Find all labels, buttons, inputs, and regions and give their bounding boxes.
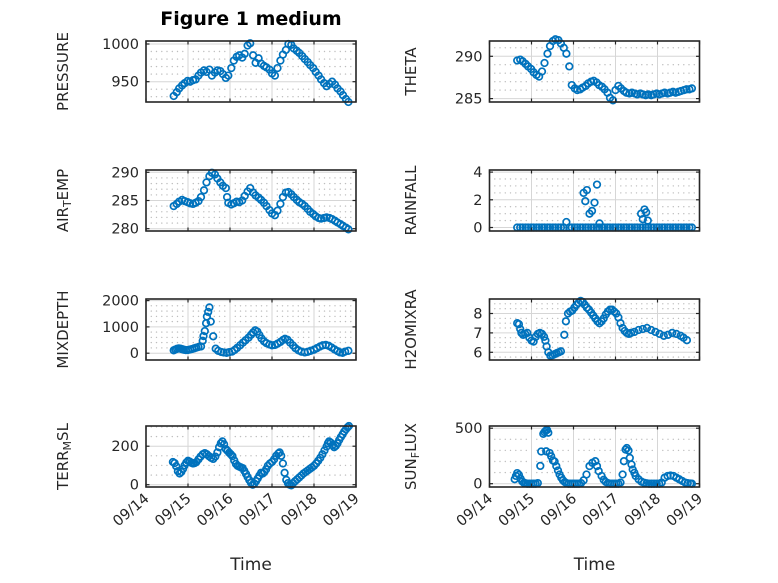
- y-tick-label: 0: [130, 478, 139, 494]
- y-tick-label: 2000: [102, 294, 139, 310]
- tick-marks: [145, 170, 357, 231]
- tick-marks: [145, 426, 357, 487]
- x-tick-label: 09/17: [580, 491, 622, 530]
- x-tick-label: 09/14: [454, 491, 496, 530]
- scatter-markers: [169, 168, 353, 234]
- x-tick-label: 09/19: [320, 491, 362, 530]
- subplot-theta: 285 290 THETA: [402, 35, 701, 108]
- y-axis-label-rainfall: RAINFALL: [402, 165, 420, 236]
- tick-marks: [145, 41, 357, 102]
- y-tick-label: 7: [473, 326, 482, 342]
- y-tick-label: 1000: [102, 320, 139, 336]
- y-tick-label: 4: [473, 165, 482, 181]
- y-tick-label: 285: [111, 194, 139, 210]
- y-tick-label: 285: [455, 92, 483, 108]
- x-tick-label: 09/16: [194, 491, 236, 530]
- axes-box: [145, 298, 357, 361]
- y-tick-label: 1000: [102, 37, 139, 53]
- x-tick-label: 09/19: [664, 491, 706, 530]
- y-axis-label-air-temp: AIRTEMP: [54, 169, 74, 232]
- y-axis-label-mixdepth: MIXDEPTH: [54, 290, 72, 368]
- tick-marks: [488, 299, 701, 360]
- y-axis-label-theta: THETA: [402, 47, 420, 97]
- y-axis-label-h2omixra: H2OMIXRA: [402, 289, 420, 370]
- minor-grid: [150, 177, 352, 224]
- subplot-h2omixra: 6 7 8 H2OMIXRA: [402, 289, 701, 370]
- subplot-sun-flux: 0 500 SUNFLUX 09/14 09/15 09/16 09/17 09/18 09/1…: [402, 421, 706, 575]
- scatter-markers: [168, 421, 354, 490]
- tick-marks: [488, 426, 701, 487]
- tick-marks: [145, 299, 357, 360]
- x-axis-label: Time: [229, 555, 272, 575]
- y-tick-label: 2: [473, 193, 482, 209]
- y-axis-label-sun-flux: SUNFLUX: [402, 423, 422, 490]
- x-tick-label: 09/18: [278, 491, 320, 530]
- scatter-markers: [513, 296, 692, 360]
- y-tick-label: 280: [111, 222, 139, 238]
- y-tick-label: 6: [473, 345, 482, 361]
- scatter-markers: [169, 303, 353, 357]
- y-tick-label: 290: [455, 49, 483, 65]
- axes-box: [488, 298, 701, 361]
- y-tick-label: 0: [473, 477, 482, 493]
- minor-grid: [494, 178, 695, 222]
- subplot-rainfall: 0 2 4 RAINFALL: [402, 165, 701, 237]
- x-tick-label: 09/15: [152, 491, 194, 530]
- major-grid: [146, 41, 356, 102]
- y-tick-label: 0: [130, 346, 139, 362]
- axes-box: [145, 425, 357, 488]
- y-tick-label: 200: [111, 439, 139, 455]
- subplot-mixdepth: 0 1000 2000 MIXDEPTH: [54, 290, 357, 369]
- x-tick-label: 09/16: [538, 491, 580, 530]
- axes-box: [145, 40, 357, 103]
- y-tick-label: 8: [473, 307, 482, 323]
- axes-box: [488, 425, 701, 488]
- scatter-markers: [169, 39, 353, 107]
- y-tick-label: 0: [473, 221, 482, 237]
- y-axis-label-terr-msl: TERRMSL: [54, 422, 74, 491]
- x-tick-label: 09/15: [496, 491, 538, 530]
- y-tick-label: 500: [455, 421, 483, 437]
- axes-box: [488, 40, 701, 103]
- figure-title: Figure 1 medium: [160, 8, 342, 30]
- subplot-air-temp: 280 285 290 AIRTEMP: [54, 165, 357, 238]
- y-axis-label-pressure: PRESSURE: [54, 32, 72, 111]
- scatter-markers: [510, 425, 697, 488]
- scatter-markers: [513, 35, 697, 105]
- x-tick-label: 09/18: [622, 491, 664, 530]
- x-tick-label: 09/14: [110, 491, 152, 530]
- y-tick-label: 950: [111, 75, 139, 91]
- tick-marks: [488, 41, 701, 102]
- axes-box: [488, 169, 701, 232]
- y-tick-label: 290: [111, 165, 139, 181]
- x-tick-label: 09/17: [236, 491, 278, 530]
- subplot-terr-msl: 0 200 TERRMSL 09/14 09/15 09/16 09/17 09/18 09/1…: [54, 421, 363, 575]
- tick-marks: [488, 170, 701, 231]
- x-axis-label: Time: [573, 555, 616, 575]
- subplot-pressure: 950 1000 PRESSURE: [54, 32, 357, 111]
